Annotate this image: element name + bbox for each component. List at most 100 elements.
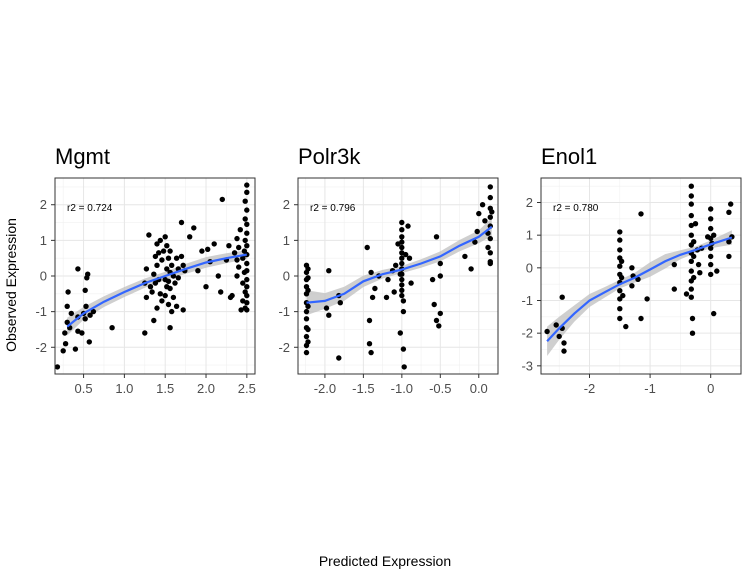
data-point (688, 268, 694, 274)
data-point (218, 289, 224, 295)
data-point (401, 364, 407, 370)
data-point (152, 253, 159, 260)
points (303, 184, 495, 370)
data-point (561, 340, 567, 346)
y-axis-label: Observed Expression (3, 218, 19, 352)
x-tick-label: -2.0 (314, 381, 336, 396)
data-point (167, 325, 173, 331)
data-point (399, 239, 405, 245)
data-point (242, 237, 248, 244)
data-point (87, 312, 93, 318)
data-point (726, 239, 732, 245)
x-tick-label: 1.5 (156, 381, 174, 396)
data-point (691, 239, 697, 245)
data-point (617, 263, 623, 269)
data-point (487, 194, 493, 201)
data-point (468, 266, 474, 272)
data-point (64, 303, 70, 309)
data-point (726, 209, 732, 215)
data-point (60, 348, 66, 354)
y-tick-label: 1 (283, 233, 290, 248)
y-tick-label: 0 (283, 269, 290, 284)
data-point (479, 202, 486, 208)
confidence-ribbon (306, 217, 492, 316)
data-point (708, 261, 714, 268)
data-point (405, 223, 411, 229)
data-point (617, 229, 623, 235)
x-tick-label: -1 (644, 381, 656, 396)
data-point (305, 275, 311, 281)
data-point (561, 348, 567, 354)
data-point (337, 300, 343, 306)
x-tick-label: 0 (707, 381, 714, 396)
data-point (399, 287, 405, 293)
data-point (244, 189, 250, 195)
smooth-line (66, 253, 247, 328)
data-point (553, 322, 559, 328)
data-point (489, 209, 495, 215)
y-tick-label: 0 (40, 269, 47, 284)
data-point (234, 235, 240, 242)
data-point (688, 294, 694, 300)
data-point (462, 253, 468, 260)
data-point (323, 305, 330, 311)
data-point (623, 323, 629, 330)
data-point (617, 237, 623, 243)
y-tick-label: -1 (521, 293, 533, 308)
y-tick-label: -2 (278, 340, 290, 355)
panel-title: Enol1 (541, 144, 597, 169)
data-point (617, 247, 623, 253)
data-point (152, 280, 159, 286)
data-point (242, 216, 248, 222)
data-point (688, 183, 694, 189)
panel-polr3k: -2.0 -1.5 -1.0 -0.5 0.0 -2 -1 0 1 2 Polr3k r2 = 0.7… (278, 144, 499, 396)
data-point (400, 298, 407, 304)
panel-border (540, 177, 742, 375)
data-point (82, 316, 88, 322)
data-point (487, 184, 493, 190)
data-point (167, 285, 173, 292)
data-point (399, 292, 405, 299)
data-point (159, 257, 165, 263)
data-point (305, 339, 311, 345)
data-point (399, 234, 405, 240)
data-point (393, 262, 399, 268)
data-point (79, 330, 85, 336)
y-tick-label: 2 (283, 197, 290, 212)
data-point (211, 241, 217, 247)
data-point (244, 276, 250, 283)
data-point (109, 325, 115, 331)
data-point (474, 228, 480, 235)
data-point (372, 285, 378, 292)
data-point (151, 317, 157, 324)
data-point (172, 280, 178, 286)
data-point (143, 266, 150, 272)
data-point (399, 276, 405, 283)
data-point (303, 308, 310, 315)
data-point (364, 244, 370, 251)
data-point (635, 276, 641, 282)
data-point (472, 239, 478, 245)
data-point (399, 244, 405, 251)
data-point (167, 248, 173, 254)
data-point (618, 274, 625, 281)
data-point (187, 234, 193, 240)
data-point (244, 243, 250, 249)
data-point (147, 284, 154, 290)
data-point (618, 258, 625, 264)
data-point (203, 284, 209, 290)
data-point (708, 225, 714, 232)
data-point (485, 244, 491, 251)
data-point (689, 330, 696, 336)
data-point (383, 294, 390, 301)
data-point (149, 289, 155, 295)
data-point (437, 310, 443, 317)
data-point (708, 245, 714, 251)
data-point (178, 219, 185, 226)
data-point (399, 227, 405, 233)
data-point (219, 196, 225, 203)
data-point (688, 232, 694, 238)
data-point (244, 268, 250, 274)
data-point (180, 307, 186, 313)
